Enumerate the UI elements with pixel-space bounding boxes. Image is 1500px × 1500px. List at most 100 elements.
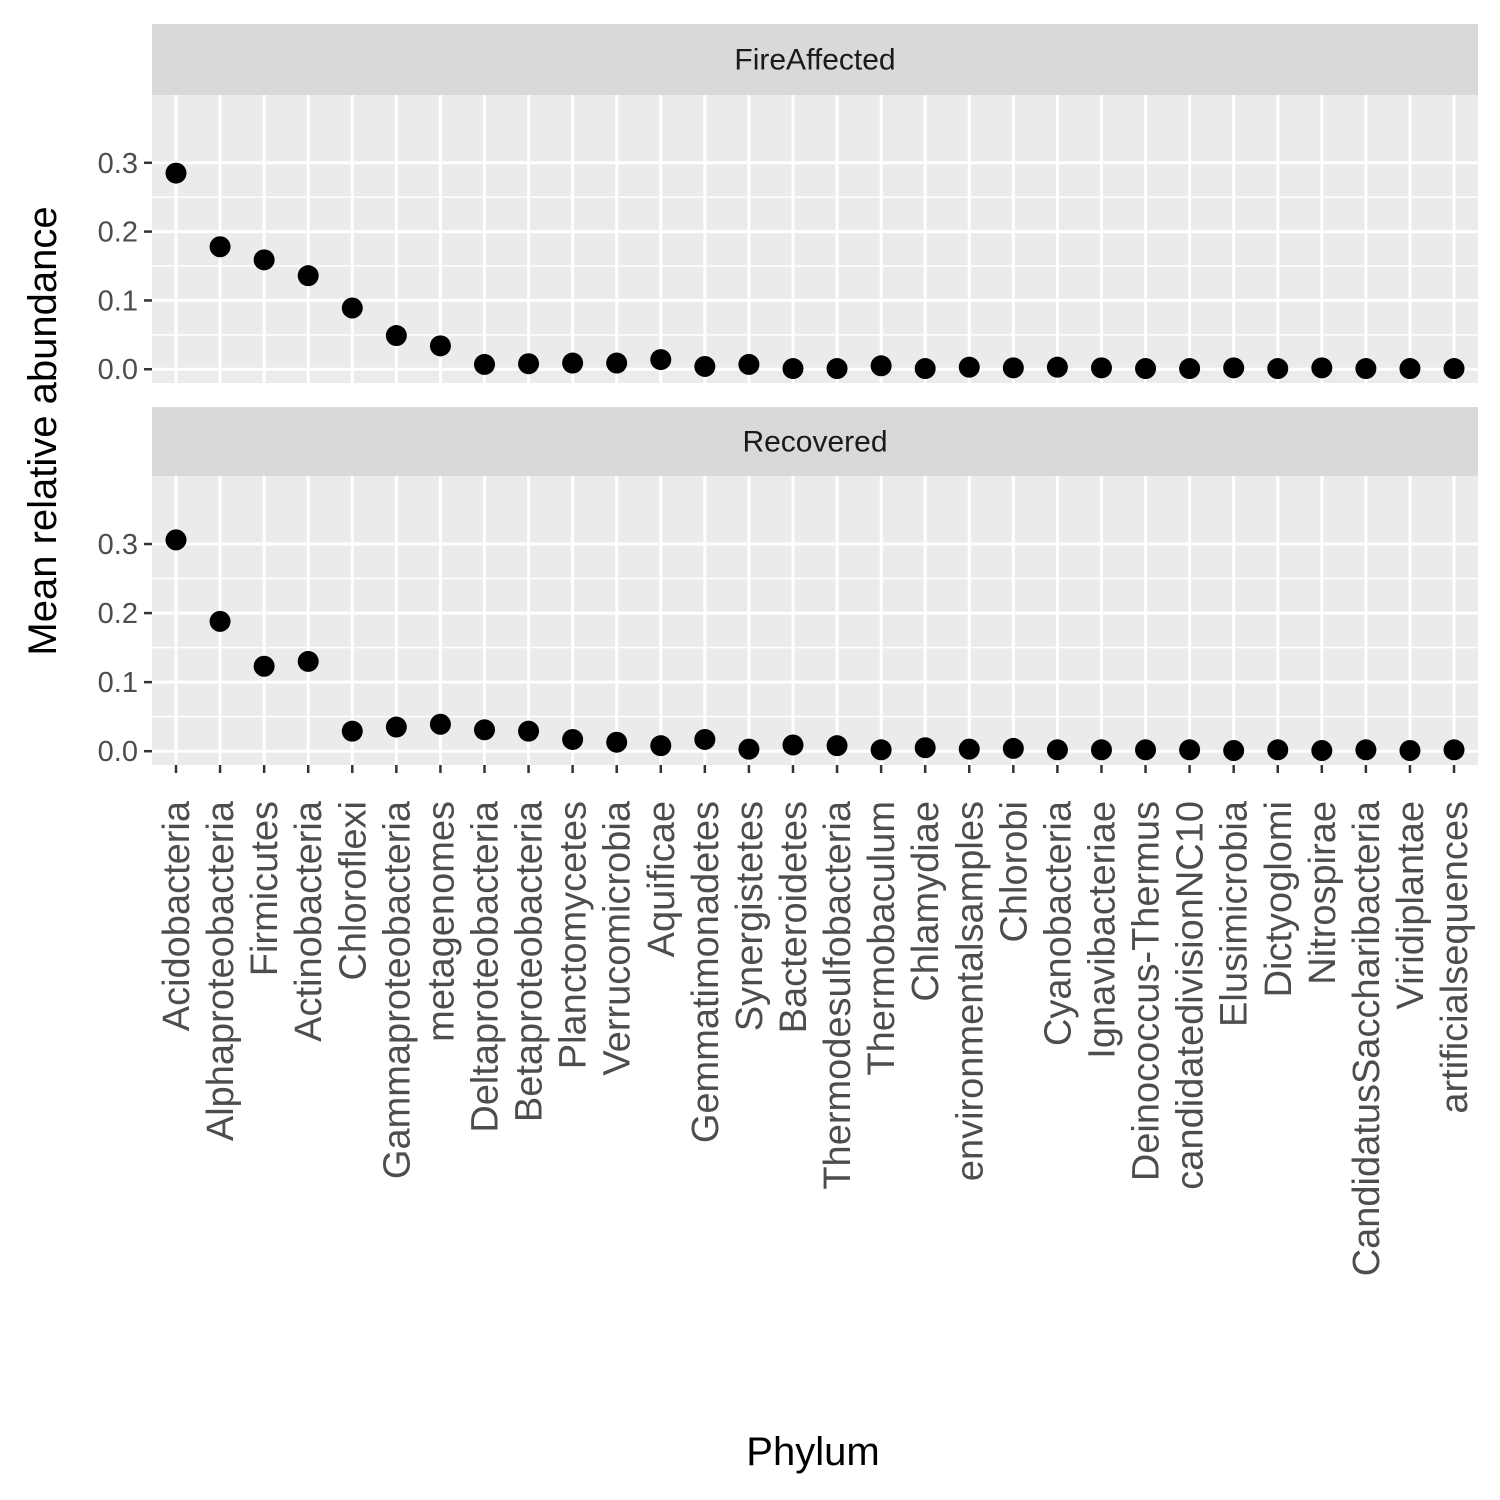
data-point (562, 728, 584, 750)
data-point (1179, 358, 1201, 380)
y-tick-label: 0.3 (98, 529, 138, 561)
data-point (1223, 739, 1245, 761)
x-axis: Acidobacteria Alphaproteobacteria Firmicut… (156, 765, 1476, 1276)
facet-strip (152, 24, 1478, 95)
y-tick-label: 0.2 (98, 217, 138, 249)
data-point (958, 356, 980, 378)
y-tick-label: 0.3 (98, 148, 138, 180)
x-tick-label: CandidatusSaccharibacteria (1346, 800, 1388, 1276)
y-tick-label: 0.1 (98, 667, 138, 699)
x-tick-label: Cyanobacteria (1037, 800, 1079, 1046)
data-point (1355, 739, 1377, 761)
facet-strip-label: Recovered (742, 426, 887, 459)
data-point (826, 358, 848, 380)
data-point (341, 297, 363, 319)
x-tick-label: Verrucomicrobia (597, 800, 639, 1075)
x-tick-label: Nitrospirae (1302, 801, 1344, 985)
data-point (385, 716, 407, 738)
x-tick-label: Viridiplantae (1390, 801, 1432, 1009)
data-point (1179, 739, 1201, 761)
data-point (1046, 356, 1068, 378)
data-point (1223, 357, 1245, 379)
x-tick-label: Synergistetes (729, 801, 771, 1031)
data-point (297, 650, 319, 672)
data-point (209, 610, 231, 632)
data-point (385, 325, 407, 347)
data-point (1399, 739, 1421, 761)
x-tick-label: Deltaproteobacteria (464, 800, 506, 1133)
data-point (429, 713, 451, 735)
x-tick-label: Acidobacteria (156, 800, 198, 1031)
x-tick-label: Betaproteobacteria (509, 800, 551, 1122)
data-point (738, 738, 760, 760)
data-point (782, 358, 804, 380)
data-point (473, 719, 495, 741)
x-tick-label: Thermodesulfobacteria (817, 800, 859, 1190)
x-tick-label: Deinococcus-Thermus (1126, 801, 1168, 1181)
x-tick-label: artificialsequences (1434, 801, 1476, 1114)
data-point (1311, 739, 1333, 761)
x-tick-label: Ignavibacteriae (1081, 801, 1123, 1059)
x-tick-label: Alphaproteobacteria (200, 800, 242, 1141)
data-point (429, 335, 451, 357)
x-tick-label: Planctomycetes (553, 801, 595, 1069)
data-point (341, 720, 363, 742)
facet-strip-label: FireAffected (734, 44, 895, 77)
data-point (518, 720, 540, 742)
data-point (694, 355, 716, 377)
x-tick-label: Bacteroidetes (773, 801, 815, 1033)
data-point (253, 655, 275, 677)
data-point (870, 355, 892, 377)
data-point (1355, 358, 1377, 380)
data-point (870, 739, 892, 761)
data-point (958, 738, 980, 760)
y-tick-label: 0.2 (98, 598, 138, 630)
data-point (1135, 358, 1157, 380)
y-tick-label: 0.1 (98, 285, 138, 317)
x-tick-label: Chlorobi (993, 801, 1035, 943)
data-point (209, 236, 231, 258)
data-point (650, 735, 672, 757)
x-tick-label: Dictyoglomi (1258, 801, 1300, 997)
data-point (253, 249, 275, 271)
x-tick-label: Thermobaculum (861, 801, 903, 1076)
x-tick-label: Actinobacteria (288, 800, 330, 1042)
data-point (1090, 739, 1112, 761)
data-point (782, 734, 804, 756)
data-point (914, 358, 936, 380)
data-point (738, 353, 760, 375)
data-point (1135, 739, 1157, 761)
data-point (650, 349, 672, 371)
facet-strip (152, 407, 1478, 476)
data-point (562, 352, 584, 374)
data-point (165, 162, 187, 184)
x-axis-title: Phylum (746, 1430, 879, 1474)
data-point (914, 737, 936, 759)
data-point (1002, 357, 1024, 379)
y-axis-title: Mean relative abundance (21, 206, 65, 655)
x-tick-label: Gammaproteobacteria (376, 800, 418, 1179)
data-point (606, 352, 628, 374)
data-point (1399, 358, 1421, 380)
data-point (1002, 737, 1024, 759)
x-tick-label: Chloroflexi (332, 801, 374, 981)
y-tick-label: 0.0 (98, 354, 138, 386)
data-point (1311, 357, 1333, 379)
x-tick-label: Elusimicrobia (1214, 800, 1256, 1027)
facet-panel: Recovered 0.0 0.1 0.2 0.3 (98, 407, 1478, 768)
data-point (165, 529, 187, 551)
data-point (1090, 357, 1112, 379)
data-point (1267, 739, 1289, 761)
x-tick-label: Firmicutes (244, 801, 286, 976)
data-point (473, 353, 495, 375)
facet-panels: FireAffected 0.0 0.1 0.2 0.3 Recovered 0.0 0.1 0… (98, 24, 1478, 768)
data-point (1443, 739, 1465, 761)
data-point (1046, 739, 1068, 761)
data-point (826, 735, 848, 757)
x-tick-label: Chlamydiae (905, 801, 947, 1002)
x-tick-label: Gemmatimonadetes (685, 801, 727, 1143)
data-point (606, 731, 628, 753)
x-tick-label: Aquificae (641, 801, 683, 957)
data-point (1443, 358, 1465, 380)
